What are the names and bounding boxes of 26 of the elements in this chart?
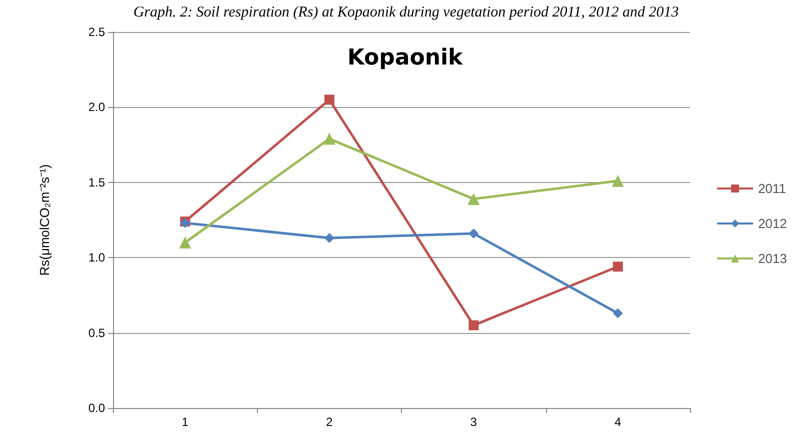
x-tick-label: 2: [326, 415, 334, 429]
text: Kopaonik: [347, 46, 464, 70]
y-tick-label: 2.5: [88, 25, 106, 39]
point: [324, 233, 334, 244]
point: [323, 132, 336, 145]
point: [612, 262, 623, 272]
x-tick-label: 1: [182, 415, 189, 429]
y-tick-label: 1.5: [88, 175, 106, 190]
point: [612, 174, 624, 187]
point: [612, 308, 623, 318]
y-tick-label: 0.5: [88, 326, 106, 340]
x-tick-label: 4: [614, 415, 622, 429]
chart-subtitle: Graph. 2: Soil respiration (Rs) at Kopaonik during vegetation period 2011, 2012 and 2013: [133, 4, 679, 20]
legend-label: 2012: [758, 216, 787, 231]
point: [468, 192, 480, 205]
legend-label: 2013: [758, 251, 787, 266]
y-tick-label: 1.0: [88, 250, 106, 265]
point: [324, 94, 334, 105]
point: [468, 320, 479, 330]
x-tick-label: 3: [470, 415, 478, 429]
y-tick-label: 0.0: [88, 401, 106, 415]
point: [179, 236, 192, 249]
y-axis-title: Rs(μmolCO₂m⁻²s⁻¹): [37, 164, 52, 276]
y-tick-label: 2.0: [88, 100, 106, 114]
legend-label: 2011: [758, 181, 786, 196]
point: [468, 228, 479, 239]
